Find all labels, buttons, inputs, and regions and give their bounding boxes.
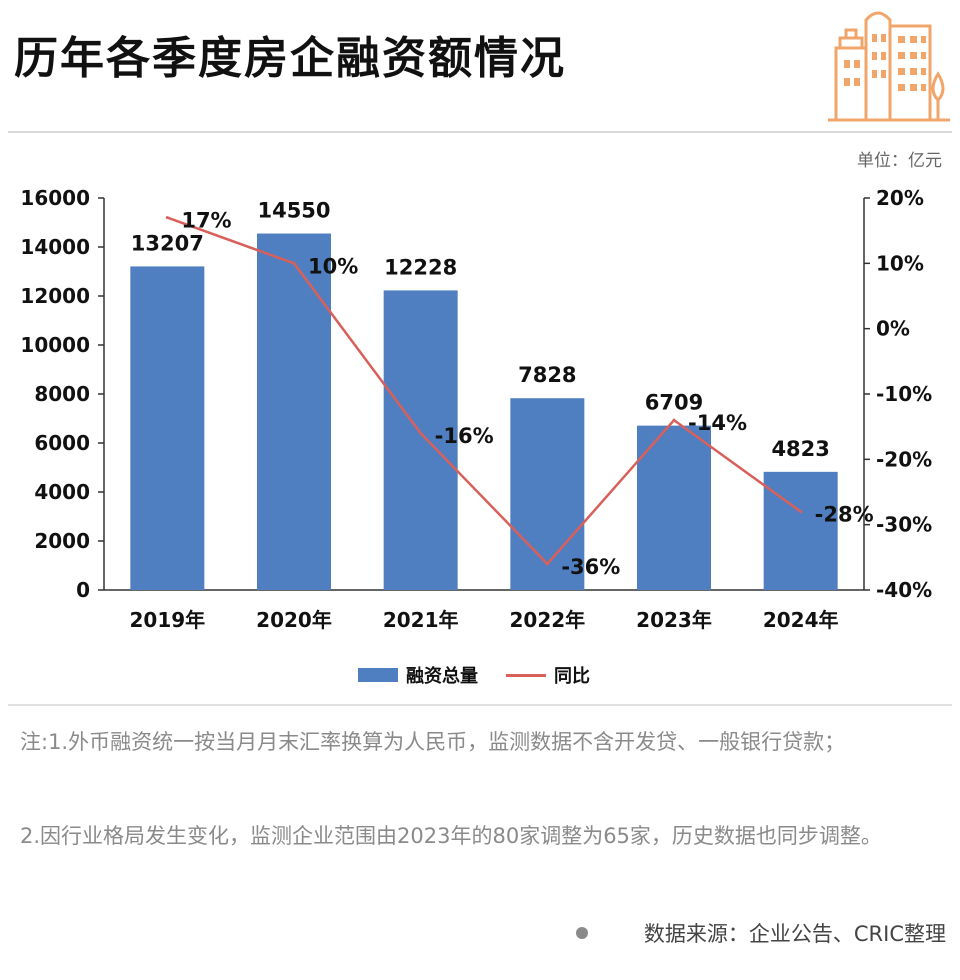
bar [637,425,711,590]
legend-line-label: 同比 [554,666,590,687]
yoy-value-label: -36% [561,555,620,579]
y-left-tick-label: 0 [76,578,90,602]
y-right-tick-label: -40% [876,578,932,602]
page-title: 历年各季度房企融资额情况 [14,33,566,84]
yoy-line [166,216,802,566]
y-left-tick-label: 12000 [20,284,90,308]
bullet-dot-icon [575,927,588,939]
yoy-point [545,562,549,566]
bar [383,290,458,590]
x-tick-label: 2021年 [383,608,459,632]
x-tick-label: 2022年 [509,608,585,632]
building-icon [828,11,950,122]
yoy-point [419,431,423,435]
note-2: 2.因行业格局发生变化，监测企业范围由2023年的80家调整为65家，历史数据也… [20,824,882,848]
x-tick-label: 2020年 [256,608,332,632]
bar-value-label: 13207 [131,231,204,255]
y-left-tick-label: 2000 [34,529,90,553]
title-divider [8,131,952,133]
legend-bar-label: 融资总量 [406,666,478,687]
y-right-tick-label: -20% [876,447,932,471]
yoy-value-label: 17% [181,209,231,233]
yoy-value-label: -28% [815,503,874,527]
bar-value-label: 4823 [771,437,829,461]
bar-value-label: 6709 [645,391,703,415]
yoy-point [165,216,169,220]
y-left-tick-label: 6000 [34,431,90,455]
yoy-value-label: 10% [308,254,358,278]
notes-divider [8,704,952,706]
yoy-point [292,261,296,265]
yoy-value-label: -16% [435,424,494,448]
y-left-tick-label: 10000 [20,333,90,357]
bar [257,233,331,590]
note-1: 注:1.外币融资统一按当月月末汇率换算为人民币，监测数据不含开发贷、一般银行贷款… [20,730,846,754]
x-tick-label: 2024年 [763,608,839,632]
x-tick-label: 2023年 [636,608,712,632]
yoy-point [799,510,803,514]
combo-chart: 0 2000 4000 6000 8000 10000 12000 14000 16000 20%… [20,186,932,632]
y-right-tick-label: 0% [876,317,910,341]
chart-legend: 融资总量 同比 [358,662,590,688]
data-source: 数据来源：企业公告、CRIC整理 [575,918,946,948]
source-text: 数据来源：企业公告、CRIC整理 [643,922,946,946]
y-right-tick-label: 10% [876,251,924,275]
bar [510,398,585,590]
y-left-tick-label: 14000 [20,235,90,259]
bar-value-label: 7828 [518,363,576,387]
y-right-tick-label: -10% [876,382,932,406]
unit-label: 单位：亿元 [857,151,942,171]
y-left-tick-label: 8000 [34,382,90,406]
yoy-value-label: -14% [688,411,747,435]
y-left-tick-label: 16000 [20,186,90,210]
legend-line-swatch [506,673,546,677]
y-left-tick-label: 4000 [34,480,90,504]
yoy-point [672,418,676,422]
y-right-tick-label: 20% [876,186,924,210]
y-right-tick-label: -30% [876,513,932,537]
bar [763,471,838,590]
bar-value-label: 12228 [384,255,457,279]
bar-value-label: 14550 [257,199,330,223]
bar [130,266,205,590]
x-tick-label: 2019年 [129,608,205,632]
legend-bar-swatch [358,668,398,682]
